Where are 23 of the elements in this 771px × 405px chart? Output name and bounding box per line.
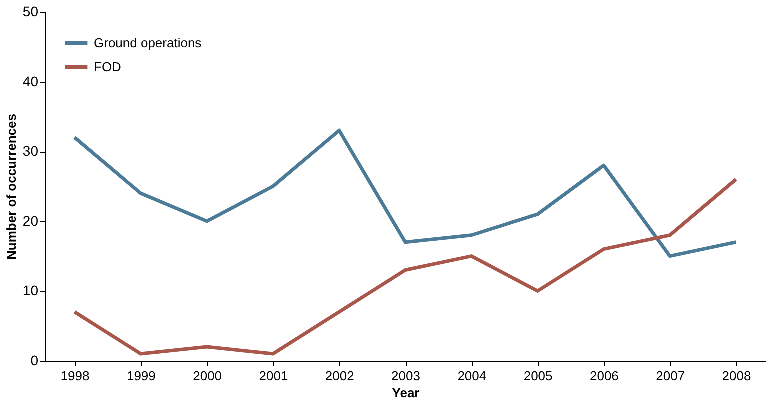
line-series (73, 178, 738, 356)
y-tick-label: 30 (22, 143, 39, 160)
x-tick-label: 2003 (392, 368, 420, 384)
y-tick-label: 10 (22, 282, 39, 299)
x-tick-label: 1998 (60, 368, 90, 384)
x-tick-label: 2005 (524, 368, 553, 384)
x-tick-label: 2008 (722, 368, 752, 384)
legend-label: Ground operations (94, 36, 202, 50)
y-axis-title: Number of occurrences (4, 114, 19, 260)
x-tick-label: 1999 (126, 368, 156, 384)
x-tick-label: 2004 (458, 368, 487, 384)
y-tick-label: 20 (22, 212, 39, 229)
legend-label: FOD (94, 60, 122, 74)
x-tick-label: 2006 (590, 368, 619, 384)
x-axis-title: Year (392, 386, 420, 400)
x-tick-label: 2001 (259, 368, 288, 384)
x-tick-label: 2002 (325, 368, 354, 384)
line-series (73, 128, 738, 258)
x-tick-label: 2007 (656, 368, 686, 384)
x-tick-label: 2000 (193, 368, 222, 384)
y-tick-label: 50 (22, 4, 39, 20)
y-tick-label: 0 (30, 352, 39, 368)
y-tick-label: 40 (22, 73, 39, 90)
